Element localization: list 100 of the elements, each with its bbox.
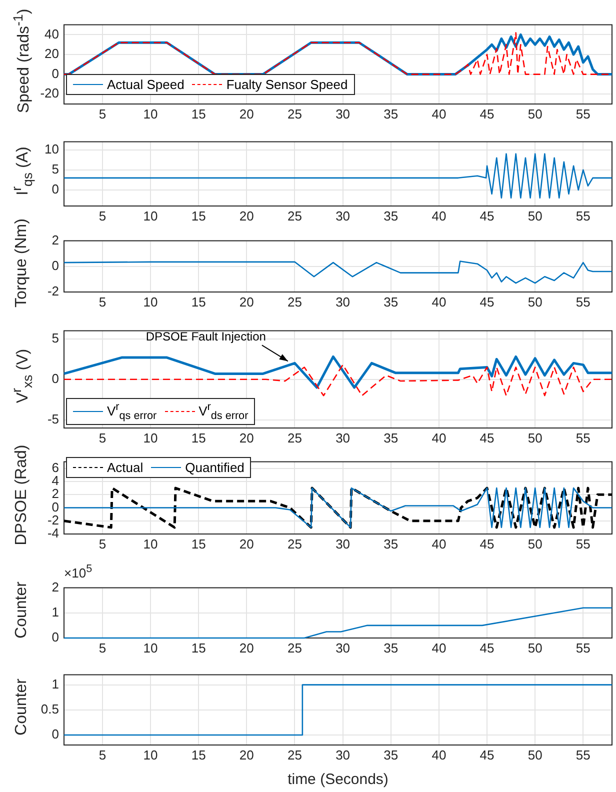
y-tick-label: 2 — [52, 232, 59, 248]
x-tick-label: 25 — [288, 208, 302, 224]
legend-label: Actual — [107, 460, 144, 475]
x-tick-label: 55 — [576, 208, 590, 224]
x-tick-label: 15 — [191, 208, 206, 224]
y-tick-label: -5 — [47, 411, 59, 426]
y-tick-label: 0 — [52, 726, 59, 742]
x-tick-label: 30 — [336, 294, 350, 310]
x-tick-label: 35 — [384, 208, 398, 224]
x-tick-label: 55 — [576, 536, 590, 552]
y-tick-label: 10 — [44, 141, 59, 156]
y-tick-label: -2 — [47, 284, 59, 299]
line-series — [63, 364, 613, 396]
x-tick-label: 10 — [143, 294, 158, 310]
x-tick-label: 40 — [432, 106, 446, 122]
x-tick-label: 5 — [98, 208, 106, 224]
y-axis-title: DPSOE (Rad) — [13, 444, 31, 545]
x-tick-label: 20 — [239, 747, 254, 762]
x-tick-label: 25 — [288, 640, 302, 656]
x-tick-label: 50 — [528, 747, 542, 762]
x-tick-label: 45 — [480, 536, 494, 552]
x-tick-label: 10 — [143, 536, 158, 552]
y-tick-label: 6 — [52, 460, 59, 475]
x-tick-label: 45 — [480, 106, 494, 122]
x-tick-label: 40 — [432, 536, 446, 552]
x-tick-label: 30 — [336, 747, 350, 762]
x-tick-label: 45 — [480, 640, 494, 656]
x-tick-label: 25 — [288, 747, 302, 762]
x-tick-label: 30 — [336, 640, 350, 656]
x-tick-label: 55 — [576, 294, 590, 310]
y-tick-label: 0 — [52, 630, 59, 645]
y-tick-label: 2 — [52, 579, 59, 594]
x-tick-label: 55 — [576, 430, 590, 446]
y-tick-label: 0 — [52, 499, 59, 514]
y-tick-label: 0 — [52, 370, 59, 386]
y-tick-label: 40 — [44, 26, 59, 42]
y-tick-label: 5 — [52, 330, 59, 346]
y-tick-label: -2 — [47, 512, 59, 528]
x-tick-label: 5 — [98, 536, 106, 552]
x-tick-label: 55 — [576, 106, 590, 122]
x-tick-label: 15 — [191, 294, 206, 310]
x-tick-label: 40 — [432, 294, 446, 310]
x-tick-label: 15 — [191, 536, 206, 552]
x-tick-label: 5 — [98, 640, 106, 656]
y-tick-label: 20 — [44, 46, 59, 62]
x-tick-label: 45 — [480, 294, 494, 310]
x-tick-label: 55 — [576, 747, 590, 762]
x-tick-label: 10 — [143, 430, 158, 446]
x-tick-label: 20 — [239, 106, 254, 122]
x-tick-label: 10 — [143, 747, 158, 762]
x-tick-label: 50 — [528, 208, 542, 224]
x-tick-label: 40 — [432, 747, 446, 762]
x-tick-label: 20 — [239, 294, 254, 310]
x-tick-label: 5 — [98, 294, 106, 310]
y-tick-label: 0 — [52, 66, 59, 81]
x-tick-label: 5 — [98, 430, 106, 446]
x-tick-label: 25 — [288, 106, 302, 122]
x-tick-label: 15 — [191, 430, 206, 446]
x-tick-label: 50 — [528, 294, 542, 310]
x-tick-label: 50 — [528, 536, 542, 552]
y-tick-label: 0 — [52, 182, 59, 197]
x-tick-label: 30 — [336, 106, 350, 122]
x-tick-label: 25 — [288, 430, 302, 446]
x-tick-label: 15 — [191, 747, 206, 762]
y-tick-label: 0 — [52, 258, 59, 273]
x-tick-label: 10 — [143, 640, 158, 656]
x-tick-label: 35 — [384, 294, 398, 310]
x-tick-label: 50 — [528, 106, 542, 122]
x-tick-label: 35 — [384, 747, 398, 762]
x-tick-label: 45 — [480, 747, 494, 762]
x-tick-label: 35 — [384, 430, 398, 446]
x-tick-label: 5 — [98, 747, 106, 762]
x-tick-label: 30 — [336, 430, 350, 446]
x-tick-label: 50 — [528, 430, 542, 446]
y-tick-label: 2 — [52, 486, 59, 502]
x-tick-label: 15 — [191, 640, 206, 656]
x-tick-label: 45 — [480, 208, 494, 224]
x-tick-label: 20 — [239, 536, 254, 552]
x-tick-label: 40 — [432, 208, 446, 224]
x-tick-label: 40 — [432, 430, 446, 446]
y-axis-title: Counter — [13, 581, 31, 638]
x-tick-label: 50 — [528, 640, 542, 656]
x-tick-label: 25 — [288, 294, 302, 310]
y-tick-label: 5 — [52, 161, 59, 176]
y-tick-label: 1 — [52, 604, 59, 620]
annotation: DPSOE Fault Injection — [146, 330, 266, 344]
x-tick-label: 20 — [239, 430, 254, 446]
y-tick-label: 0.5 — [40, 701, 59, 716]
x-tick-label: 10 — [143, 208, 158, 224]
x-tick-label: 15 — [191, 106, 206, 122]
legend-label: Quantified — [185, 460, 244, 475]
x-tick-label: 35 — [384, 106, 398, 122]
x-tick-label: 35 — [384, 536, 398, 552]
y-tick-label: -4 — [47, 526, 59, 541]
x-tick-label: 35 — [384, 640, 398, 656]
legend-label: Fualty Sensor Speed — [226, 77, 348, 92]
y-tick-label: -20 — [40, 86, 59, 101]
x-axis-title: time (Seconds) — [288, 771, 388, 788]
y-tick-label: 1 — [52, 676, 59, 692]
x-tick-label: 20 — [239, 208, 254, 224]
